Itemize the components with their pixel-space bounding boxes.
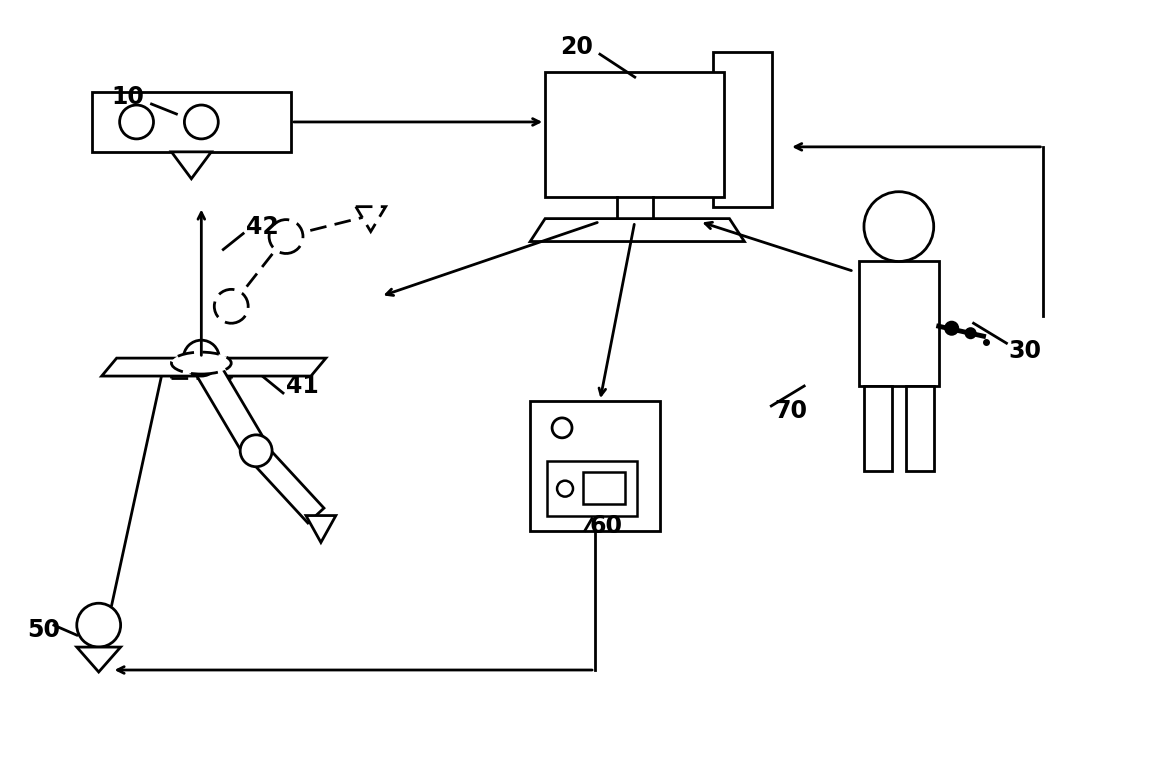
Text: 20: 20: [560, 35, 593, 59]
Text: 50: 50: [26, 618, 60, 642]
Polygon shape: [171, 152, 212, 179]
Polygon shape: [190, 351, 267, 458]
Bar: [545, 72, 724, 197]
Polygon shape: [77, 647, 121, 672]
Text: 60: 60: [590, 514, 623, 537]
Circle shape: [966, 328, 975, 338]
Text: 30: 30: [1009, 339, 1042, 363]
Polygon shape: [248, 444, 324, 523]
Circle shape: [183, 341, 220, 376]
Text: 42: 42: [246, 215, 279, 238]
Bar: [583, 472, 624, 504]
Bar: [530, 401, 660, 530]
Circle shape: [864, 191, 934, 262]
Circle shape: [214, 290, 248, 323]
Circle shape: [240, 435, 273, 467]
Bar: [713, 52, 773, 207]
Polygon shape: [355, 207, 385, 232]
Circle shape: [552, 418, 572, 438]
Bar: [859, 262, 938, 386]
Bar: [92, 92, 291, 152]
Bar: [547, 461, 637, 515]
Text: 10: 10: [112, 85, 145, 109]
Bar: [864, 386, 892, 471]
Text: 70: 70: [774, 399, 807, 423]
Polygon shape: [530, 219, 744, 241]
Circle shape: [945, 322, 958, 335]
Text: 41: 41: [286, 374, 319, 398]
Bar: [906, 386, 934, 471]
Polygon shape: [101, 358, 325, 376]
Circle shape: [120, 105, 153, 139]
Circle shape: [557, 480, 573, 497]
Circle shape: [184, 105, 218, 139]
Polygon shape: [306, 515, 336, 543]
Ellipse shape: [171, 352, 231, 374]
Circle shape: [269, 219, 302, 254]
Circle shape: [77, 603, 121, 647]
